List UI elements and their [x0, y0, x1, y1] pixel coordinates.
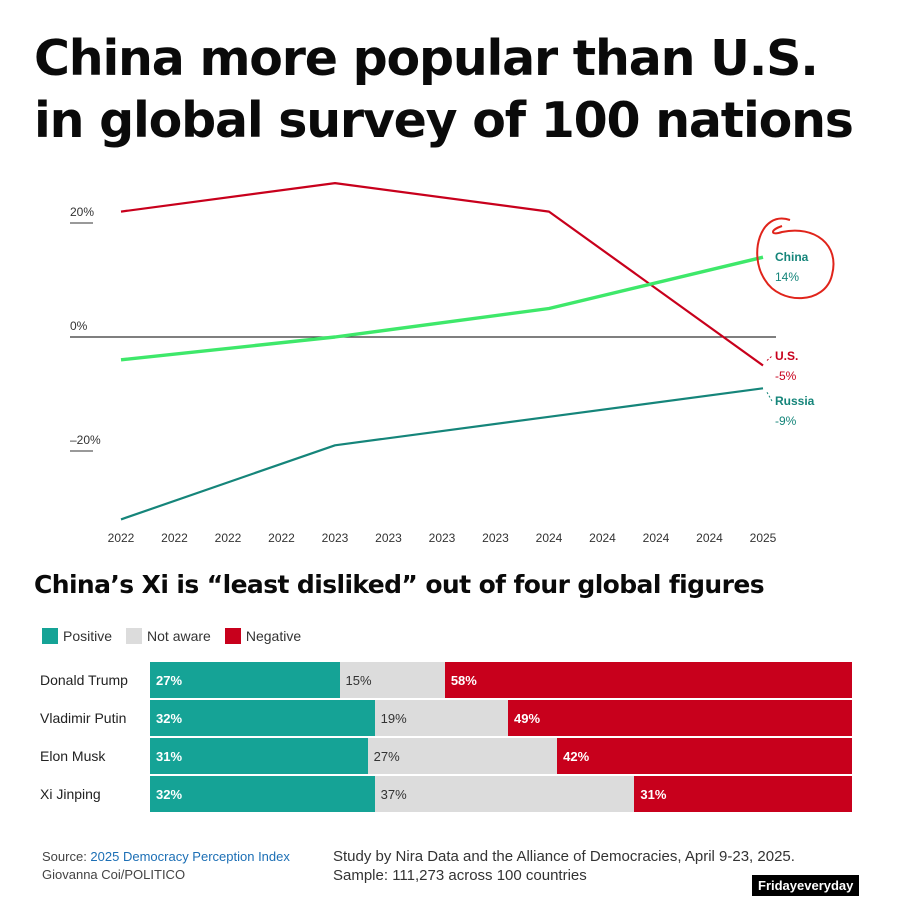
bar-row: Donald Trump 27% 15% 58%: [40, 662, 852, 698]
watermark: Fridayeveryday: [752, 875, 860, 896]
line-chart: 20% 0% –20% 2022 2022 2022 2022 2023 2023 2023 202…: [70, 182, 835, 545]
highlight-circle: [756, 217, 835, 300]
bar-segment-not-aware: 15%: [339, 662, 445, 698]
stacked-bar-chart: Donald Trump 27% 15% 58% Vladimir Putin 32% 19…: [40, 662, 852, 814]
x-tick-label: 2025: [750, 531, 777, 545]
legend-negative-label: Negative: [245, 628, 302, 644]
y-tick-label: 20%: [70, 205, 94, 219]
x-tick-label: 2023: [322, 531, 349, 545]
bar-category-label: Donald Trump: [40, 672, 128, 688]
bar-row: Elon Musk 31% 27% 42%: [40, 738, 852, 774]
legend-negative: Negative: [224, 628, 302, 644]
bar-category-label: Vladimir Putin: [40, 710, 127, 726]
study-note: Study by Nira Data and the Alliance of D…: [333, 847, 863, 885]
bar-segment-not-aware: 19%: [374, 700, 508, 736]
x-tick-label: 2022: [215, 531, 242, 545]
source-note: Source: 2025 Democracy Perception Index …: [42, 848, 290, 884]
bar-track: 32% 19% 49%: [150, 700, 852, 736]
x-tick-label: 2022: [268, 531, 295, 545]
series-line-us: [120, 182, 764, 367]
legend-negative-swatch: [224, 628, 241, 644]
x-tick-label: 2024: [536, 531, 563, 545]
bar-segment-negative: 58%: [444, 662, 852, 698]
series-label-us: U.S.: [775, 349, 798, 363]
x-tick-label: 2023: [375, 531, 402, 545]
legend-positive-label: Positive: [63, 628, 113, 644]
source-link[interactable]: 2025 Democracy Perception Index: [90, 849, 290, 864]
bar-segment-negative: 31%: [634, 776, 852, 812]
source-prefix: Source:: [42, 849, 91, 864]
bar-segment-not-aware: 37%: [374, 776, 635, 812]
bar-track: 32% 37% 31%: [150, 776, 852, 812]
series-line-china: [120, 255, 764, 362]
y-tick-label: –20%: [70, 433, 101, 447]
series-value-china: 14%: [775, 270, 799, 284]
bar-chart-legend: Positive Not aware Negative: [42, 628, 315, 644]
legend-not-aware-label: Not aware: [147, 628, 211, 644]
series-leader-us: [766, 355, 773, 361]
legend-not-aware-swatch: [126, 628, 143, 644]
bar-segment-negative: 42%: [557, 738, 852, 774]
x-tick-label: 2023: [429, 531, 456, 545]
bar-chart-title: China’s Xi is “least disliked” out of fo…: [34, 570, 765, 599]
bar-segment-positive: 31%: [150, 738, 368, 774]
bar-row: Vladimir Putin 32% 19% 49%: [40, 700, 852, 736]
bar-track: 27% 15% 58%: [150, 662, 852, 698]
legend-positive: Positive: [42, 628, 112, 644]
title-line-1: China more popular than U.S.: [34, 30, 819, 87]
title-line-2: in global survey of 100 nations: [34, 92, 854, 149]
series-line-russia: [120, 387, 764, 521]
legend-not-aware: Not aware: [126, 628, 211, 644]
series-label-russia: Russia: [775, 394, 815, 408]
bar-segment-positive: 32%: [150, 700, 375, 736]
bar-category-label: Elon Musk: [40, 748, 106, 764]
series-value-russia: -9%: [775, 414, 797, 428]
credit: Giovanna Coi/POLITICO: [42, 867, 186, 882]
x-tick-label: 2022: [161, 531, 188, 545]
study-line-1: Study by Nira Data and the Alliance of D…: [333, 848, 795, 865]
series-label-china: China: [775, 250, 809, 264]
x-tick-label: 2024: [696, 531, 723, 545]
x-tick-label: 2024: [643, 531, 670, 545]
bar-segment-positive: 32%: [150, 776, 375, 812]
bar-segment-not-aware: 27%: [367, 738, 558, 774]
series-leader-russia: [766, 392, 773, 402]
y-tick-label: 0%: [70, 319, 88, 333]
x-tick-label: 2022: [108, 531, 135, 545]
page-title: China more popular than U.S. in global s…: [34, 28, 874, 152]
bar-track: 31% 27% 42%: [150, 738, 852, 774]
bar-segment-negative: 49%: [508, 700, 852, 736]
study-line-2: Sample: 111,273 across 100 countries: [333, 867, 587, 884]
bar-row: Xi Jinping 32% 37% 31%: [40, 776, 852, 812]
series-value-us: -5%: [775, 369, 797, 383]
legend-positive-swatch: [42, 628, 58, 644]
bar-segment-positive: 27%: [150, 662, 340, 698]
bar-category-label: Xi Jinping: [40, 786, 101, 802]
x-tick-label: 2023: [482, 531, 509, 545]
x-tick-label: 2024: [589, 531, 616, 545]
